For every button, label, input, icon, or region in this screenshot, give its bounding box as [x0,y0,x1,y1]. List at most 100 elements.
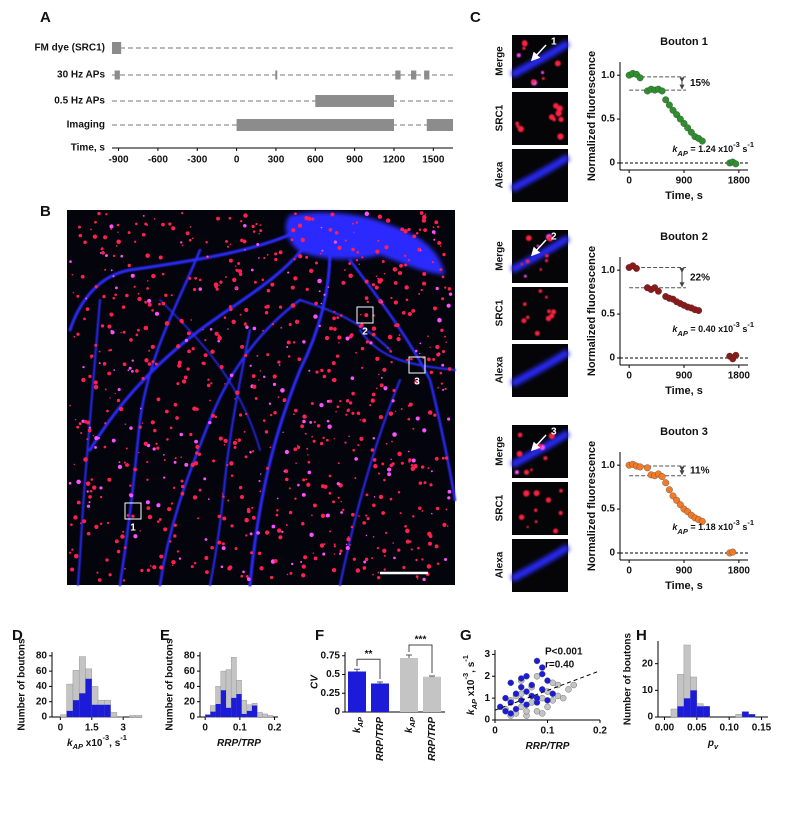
y-tick-label: 80 [36,650,48,661]
punctum [223,444,226,446]
punctum [441,363,445,367]
punctum [439,268,443,272]
tile-punctum [547,235,553,242]
tile-punctum [516,450,523,457]
punctum [384,245,389,250]
y-axis-label: Number of boutons [165,638,176,731]
punctum [270,575,274,580]
punctum [432,226,435,229]
punctum [83,240,87,245]
tile-punctum [522,302,527,307]
panel-label: A [40,9,51,26]
image-label: Merge [495,436,506,466]
tile-punctum [559,488,563,493]
timeline-block [395,70,401,80]
punctum [140,568,144,573]
punctum [308,369,311,372]
tile-punctum [534,520,538,524]
punctum [104,422,107,425]
x-tick-label: 0.05 [687,723,707,734]
y-axis-label-part: x10 [466,679,477,699]
punctum [147,298,152,303]
punctum [348,273,353,279]
histogram-bar [72,700,80,717]
punctum [152,565,157,570]
punctum [146,568,151,573]
y-tick-label: 20 [36,696,48,707]
tile-punctum [522,40,527,45]
punctum [315,370,319,374]
punctum [354,457,359,461]
punctum [344,441,347,444]
timeline-block [315,95,394,107]
punctum [210,546,214,550]
drop-label: 11% [690,466,710,477]
punctum [445,341,448,344]
punctum [335,411,337,413]
punctum [297,223,303,228]
punctum [164,409,169,414]
timeline-block [426,119,453,131]
punctum [203,353,208,358]
punctum [244,517,249,523]
x-tick-label: 0.10 [719,723,739,734]
punctum [298,254,303,259]
punctum [407,227,411,232]
punctum [408,460,411,463]
punctum [345,543,348,546]
punctum [322,552,326,556]
punctum [229,243,232,246]
punctum [117,388,121,392]
punctum [265,304,270,309]
punctum [278,364,281,366]
punctum [313,556,318,561]
histogram-bar [670,708,678,718]
punctum [221,546,226,551]
punctum [361,256,364,259]
punctum [278,535,283,540]
punctum [112,275,115,278]
punctum [131,369,134,373]
tile-punctum [520,262,524,266]
punctum [246,577,251,582]
tile-number: 2 [551,232,557,243]
punctum [416,578,419,580]
punctum [130,273,135,278]
punctum [120,332,122,334]
x-tick-label: 900 [346,155,363,166]
punctum [362,566,367,570]
histogram-bar [703,706,710,717]
punctum [109,224,114,229]
punctum [176,382,180,386]
timeline-block [411,70,417,80]
punctum [328,227,333,232]
punctum [209,328,213,331]
rate-label-part: = 1.18 x10 [688,522,733,532]
punctum [264,311,269,315]
punctum [173,523,177,527]
punctum [387,346,389,349]
punctum [163,454,165,456]
punctum [90,228,92,231]
punctum [68,481,72,485]
punctum [258,257,260,259]
punctum [277,360,281,364]
x-tick-label: 0.2 [268,723,282,734]
punctum [412,515,415,518]
punctum [94,524,99,529]
punctum [117,231,119,233]
x-tick-label: -600 [148,155,168,166]
punctum [179,318,184,323]
punctum [287,355,291,358]
punctum [114,392,116,395]
punctum [256,531,260,535]
histogram-bar [696,706,704,717]
x-tick-label: 0 [626,566,632,577]
tile-punctum [544,259,549,263]
punctum [385,218,391,223]
punctum [105,558,109,562]
punctum [149,565,152,567]
punctum [135,369,139,373]
punctum [270,413,273,417]
y-tick-label: 1.0 [601,460,615,471]
